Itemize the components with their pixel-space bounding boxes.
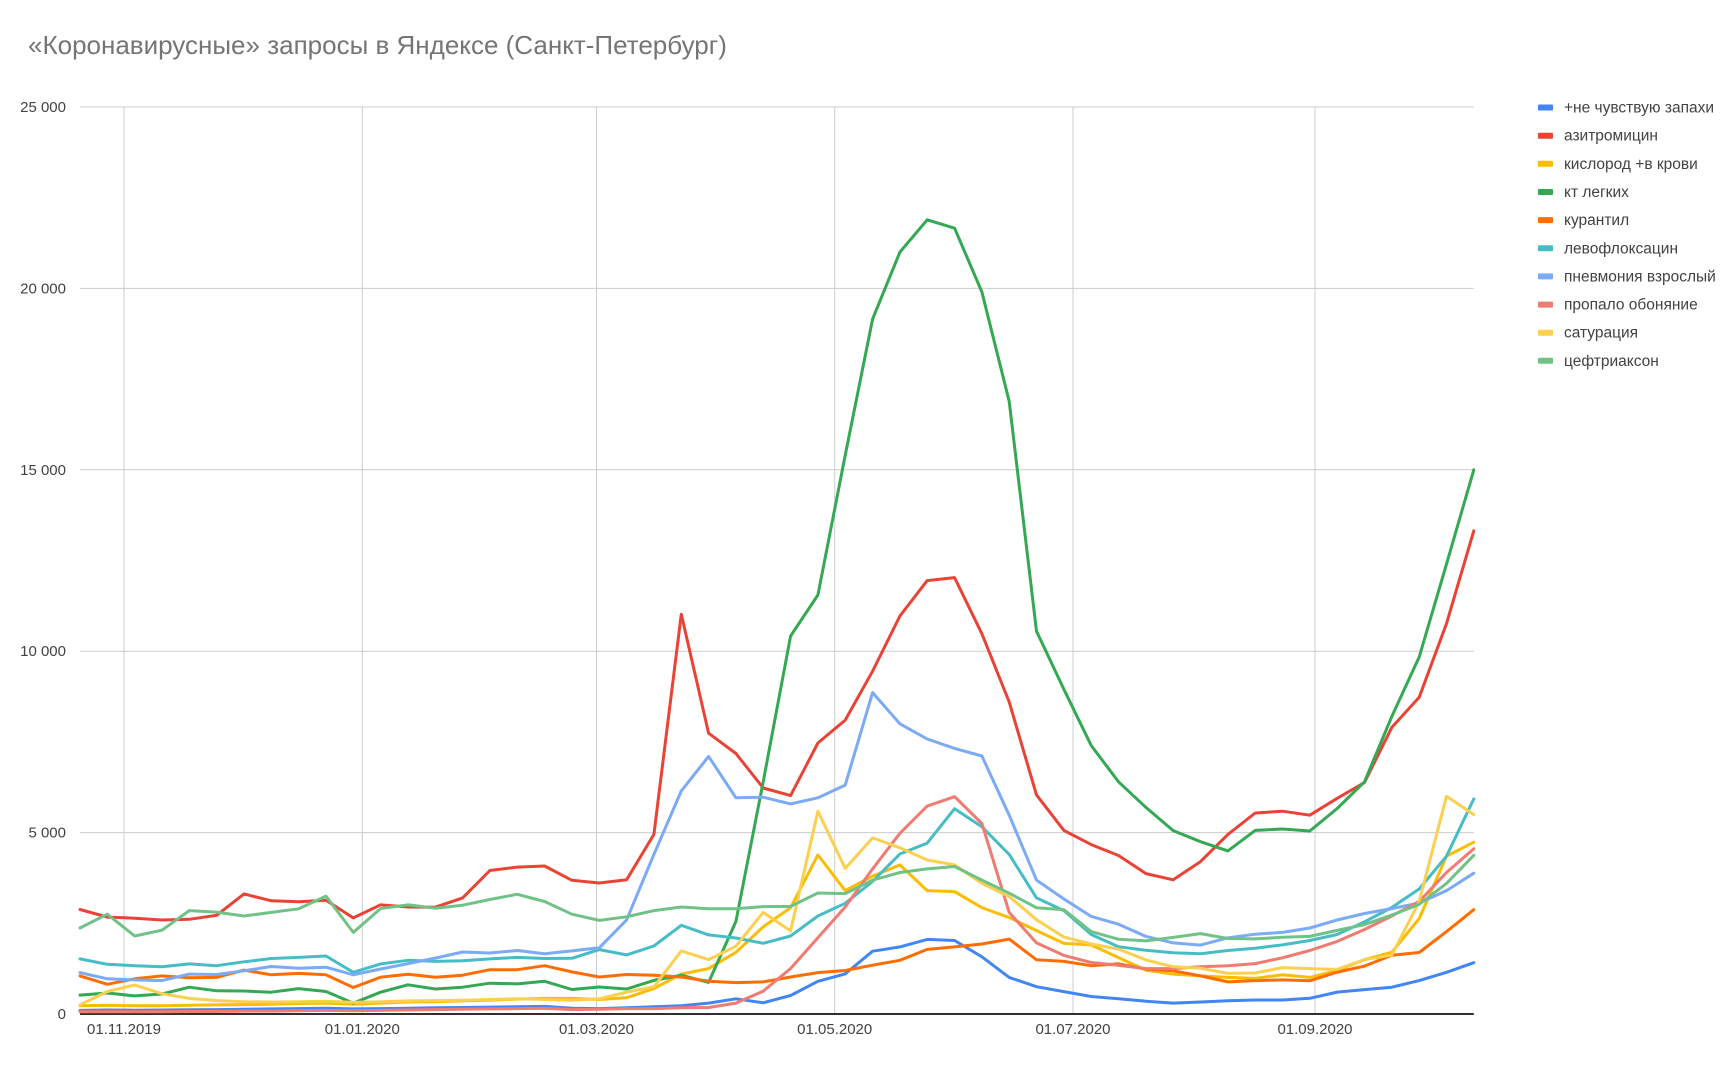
svg-text:левофлоксацин: левофлоксацин xyxy=(1564,240,1678,257)
svg-text:«Коронавирусные» запросы в Янд: «Коронавирусные» запросы в Яндексе (Санк… xyxy=(28,30,727,60)
svg-text:пневмония взрослый: пневмония взрослый xyxy=(1564,268,1716,285)
svg-text:01.01.2020: 01.01.2020 xyxy=(325,1021,400,1038)
svg-text:курантил: курантил xyxy=(1564,212,1629,229)
svg-text:5 000: 5 000 xyxy=(28,825,66,842)
svg-text:01.09.2020: 01.09.2020 xyxy=(1277,1021,1352,1038)
svg-text:кислород +в крови: кислород +в крови xyxy=(1564,156,1698,173)
svg-text:01.11.2019: 01.11.2019 xyxy=(87,1021,161,1038)
svg-text:10 000: 10 000 xyxy=(20,643,66,660)
svg-text:01.05.2020: 01.05.2020 xyxy=(797,1021,872,1038)
svg-text:20 000: 20 000 xyxy=(20,280,66,297)
svg-text:цефтриаксон: цефтриаксон xyxy=(1564,353,1659,370)
svg-text:01.03.2020: 01.03.2020 xyxy=(559,1021,634,1038)
svg-text:кт легких: кт легких xyxy=(1564,184,1629,201)
svg-text:25 000: 25 000 xyxy=(20,99,66,116)
svg-text:01.07.2020: 01.07.2020 xyxy=(1035,1021,1110,1038)
svg-text:пропало обоняние: пропало обоняние xyxy=(1564,297,1698,314)
svg-text:сатурация: сатурация xyxy=(1564,325,1638,342)
svg-text:0: 0 xyxy=(58,1006,66,1023)
svg-text:15 000: 15 000 xyxy=(20,462,66,479)
svg-text:азитромицин: азитромицин xyxy=(1564,128,1658,145)
svg-text:+не чувствую запахи: +не чувствую запахи xyxy=(1564,100,1714,117)
